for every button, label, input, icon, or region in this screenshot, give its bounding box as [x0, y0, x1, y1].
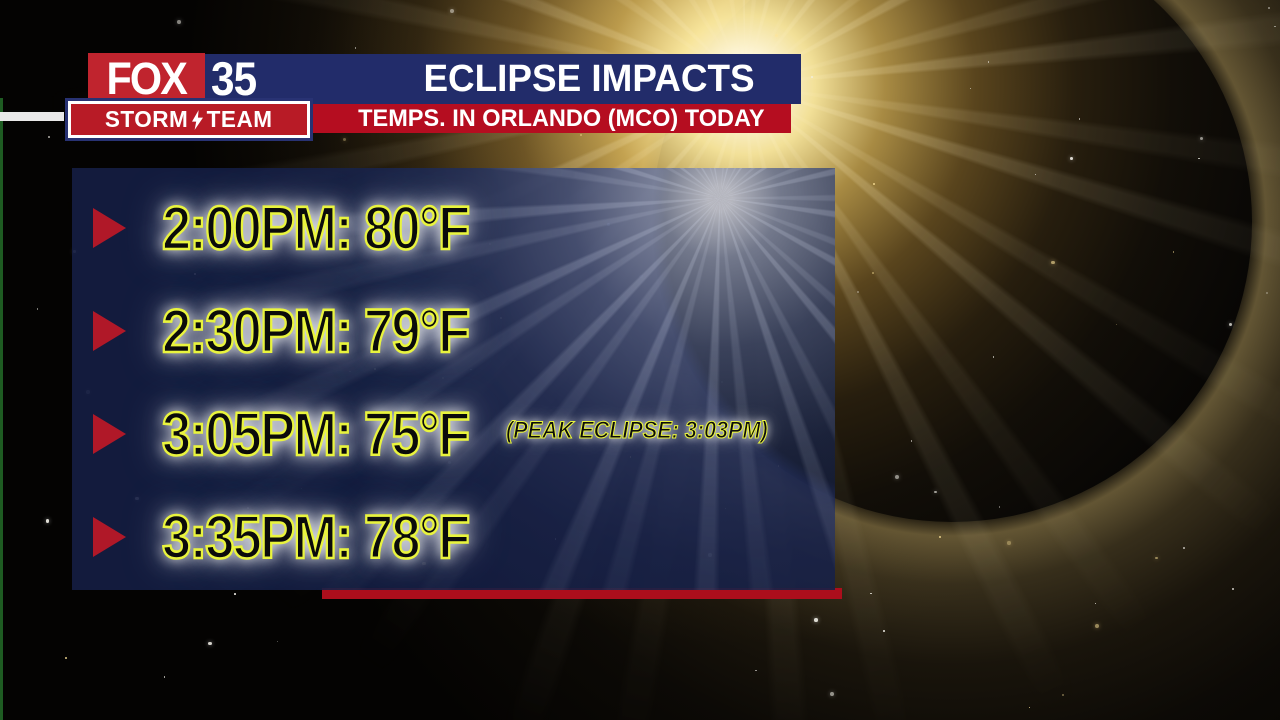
star	[870, 592, 872, 595]
star	[176, 19, 181, 24]
star	[992, 356, 995, 358]
star	[938, 536, 941, 539]
star	[277, 641, 279, 643]
star	[857, 290, 860, 293]
temp-row-label: 2:30PM: 79°F	[161, 296, 471, 367]
subtitle-text: TEMPS. IN ORLANDO (MCO) TODAY	[357, 104, 765, 132]
star	[1115, 324, 1117, 326]
star	[1035, 174, 1037, 176]
team-word: TEAM	[207, 106, 273, 132]
page-title: ECLIPSE IMPACTS	[423, 58, 755, 100]
star	[830, 692, 835, 696]
star	[580, 133, 583, 136]
right-triangle-icon	[93, 208, 126, 248]
star	[1051, 260, 1055, 265]
star	[1200, 137, 1204, 141]
star	[36, 308, 39, 310]
star	[873, 182, 876, 185]
panel-bottom-accent	[322, 588, 842, 599]
star	[987, 61, 990, 63]
star	[1078, 118, 1081, 120]
star	[163, 676, 165, 678]
star	[208, 641, 212, 645]
temp-row-label: 3:05PM: 75°F	[161, 399, 471, 470]
star	[811, 76, 814, 79]
lightning-bolt-icon	[192, 109, 204, 131]
star	[774, 33, 779, 37]
header-bar: 35 ECLIPSE IMPACTS	[205, 54, 801, 104]
star	[45, 519, 50, 523]
star	[970, 87, 972, 89]
star	[883, 630, 885, 632]
star	[1095, 624, 1100, 629]
storm-word: STORM	[105, 106, 189, 132]
star	[755, 669, 757, 672]
star	[1198, 158, 1200, 160]
temps-panel: 2:00PM: 80°F 2:30PM: 79°F 3:05PM: 75°F (…	[72, 168, 835, 590]
right-triangle-icon	[93, 414, 126, 454]
temp-row-label: 2:00PM: 80°F	[161, 193, 471, 264]
left-edge-green-line	[0, 98, 3, 720]
star	[872, 272, 874, 274]
subtitle-bar: TEMPS. IN ORLANDO (MCO) TODAY	[311, 104, 791, 133]
fox-logo-text: FOX	[106, 52, 188, 104]
star	[1095, 602, 1097, 604]
right-triangle-icon	[93, 517, 126, 557]
temp-row: 2:30PM: 79°F	[93, 296, 827, 366]
temp-row-label: 3:35PM: 78°F	[161, 502, 471, 573]
right-triangle-icon	[93, 311, 126, 351]
star	[342, 137, 346, 141]
fox-logo: FOX	[88, 53, 205, 104]
star	[65, 656, 67, 659]
star	[1228, 322, 1233, 327]
star	[1231, 588, 1234, 591]
channel-number: 35	[211, 52, 257, 105]
star	[450, 8, 454, 13]
star	[998, 506, 1001, 508]
star	[1070, 157, 1073, 160]
star	[814, 618, 818, 622]
star	[910, 440, 913, 443]
star	[234, 593, 236, 595]
star	[894, 474, 899, 479]
star	[1274, 25, 1276, 28]
panel-light-rays	[72, 168, 835, 590]
star	[1007, 541, 1011, 545]
temp-row: 2:00PM: 80°F	[93, 193, 827, 263]
star	[1265, 291, 1268, 294]
star	[48, 135, 51, 138]
star	[1182, 547, 1185, 550]
star	[355, 47, 357, 49]
star	[1267, 6, 1270, 9]
temp-row: 3:05PM: 75°F (PEAK ECLIPSE: 3:03PM)	[93, 399, 827, 469]
star	[1029, 707, 1031, 709]
temp-row: 3:35PM: 78°F	[93, 502, 827, 572]
storm-team-badge: STORM TEAM	[68, 101, 310, 138]
star	[934, 490, 937, 494]
left-white-bar	[0, 112, 64, 121]
peak-eclipse-note: (PEAK ECLIPSE: 3:03PM)	[506, 416, 769, 444]
star	[1062, 694, 1064, 697]
panel-light-glow	[72, 168, 835, 590]
star	[1172, 251, 1175, 254]
star	[1154, 556, 1158, 560]
